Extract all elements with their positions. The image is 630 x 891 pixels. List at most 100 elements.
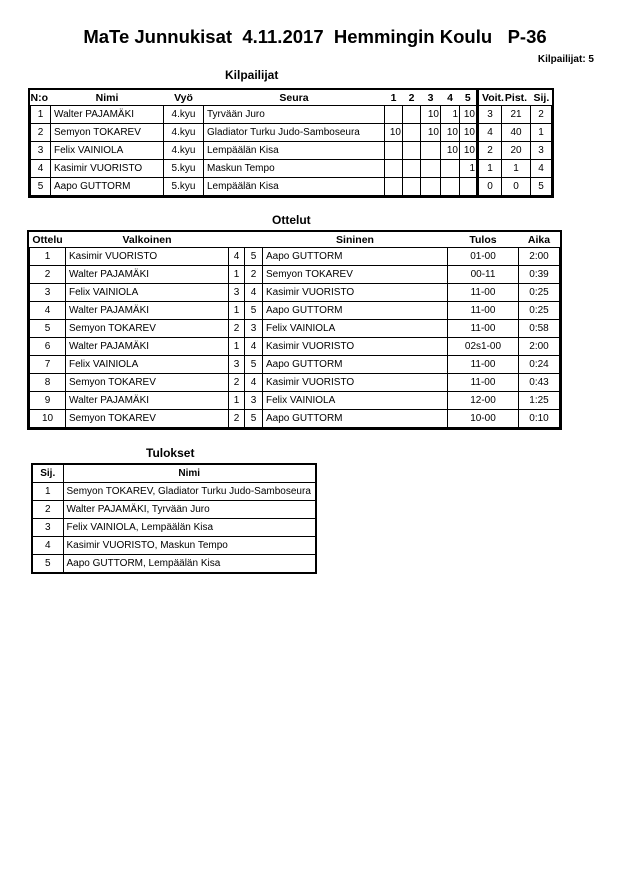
cell-blue: Felix VAINIOLA [262,391,448,410]
cell-s1 [384,177,403,196]
cell-s2 [402,159,421,178]
cell-no: 5 [29,319,66,338]
cell-blue: Kasimir VUORISTO [262,337,448,356]
cell-wn: 1 [228,265,245,284]
table-row: 8 Semyon TOKAREV 2 4 Kasimir VUORISTO 11-00 0:… [29,373,560,392]
cell-points: 40 [501,123,531,142]
cell-white: Walter PAJAMÄKI [65,391,229,410]
cell-time: 2:00 [518,247,560,266]
cell-bn: 4 [244,373,263,392]
cell-result: 11-00 [447,283,519,302]
cell-rank: 1 [31,482,64,501]
table-row: 9 Walter PAJAMÄKI 1 3 Felix VAINIOLA 12-00 1:2… [29,391,560,410]
table-row: 2 Walter PAJAMÄKI 1 2 Semyon TOKAREV 00-11 0:3… [29,265,560,284]
cell-wins: 1 [476,159,502,178]
cell-no: 1 [29,247,66,266]
cell-s4 [440,177,460,196]
table-row: 7 Felix VAINIOLA 3 5 Aapo GUTTORM 11-00 0:24 [29,355,560,374]
column-header: Valkoinen [122,233,172,246]
cell-result: 00-11 [447,265,519,284]
cell-time: 0:25 [518,301,560,320]
cell-s5 [459,177,478,196]
cell-club: Gladiator Turku Judo-Samboseura [203,123,385,142]
table-row: 4 Kasimir VUORISTO 5.kyu Maskun Tempo 1 1 1 4 [30,159,552,178]
cell-result: 11-00 [447,319,519,338]
cell-wins: 0 [476,177,502,196]
cell-rank: 2 [31,500,64,519]
cell-blue: Aapo GUTTORM [262,409,448,428]
column-header: Tulos [469,233,497,246]
cell-blue: Aapo GUTTORM [262,247,448,266]
column-header: 3 [427,91,434,104]
cell-blue: Semyon TOKAREV [262,265,448,284]
competitors-heading: Kilpailijat [225,68,279,82]
cell-bn: 4 [244,337,263,356]
cell-wn: 1 [228,301,245,320]
table-row: 2 Walter PAJAMÄKI, Tyrvään Juro [31,500,317,519]
cell-blue: Aapo GUTTORM [262,301,448,320]
cell-rank: 4 [530,159,552,178]
cell-time: 2:00 [518,337,560,356]
cell-club: Lempäälän Kisa [203,141,385,160]
cell-s5: 1 [459,159,478,178]
cell-wins: 3 [476,105,502,124]
cell-name: Aapo GUTTORM [50,177,164,196]
cell-rank: 5 [31,554,64,574]
cell-s1: 10 [384,123,403,142]
column-header: 4 [447,91,453,104]
cell-white: Kasimir VUORISTO [65,247,229,266]
cell-s1 [384,159,403,178]
cell-rank: 5 [530,177,552,196]
cell-bn: 5 [244,409,263,428]
column-header: N:o [30,91,49,104]
table-row: 4 Kasimir VUORISTO, Maskun Tempo [31,536,317,555]
cell-no: 1 [30,105,51,124]
column-header: Aika [527,233,551,246]
table-row: 3 Felix VAINIOLA 4.kyu Lempäälän Kisa 10 10 2 2… [30,141,552,160]
cell-time: 0:39 [518,265,560,284]
cell-white: Walter PAJAMÄKI [65,265,229,284]
column-header: Nimi [62,463,317,483]
cell-s3: 10 [420,105,441,124]
column-header: 1 [390,91,397,104]
results-heading: Tulokset [146,446,195,460]
competitors-table: N:o Nimi Vyö Seura 1 2 3 4 5 Voit. Pist. Sij. 1 Walt… [28,88,554,198]
column-header: Vyö [174,91,193,104]
cell-s3 [420,177,441,196]
cell-s5: 10 [459,123,478,142]
cell-points: 0 [501,177,531,196]
cell-result: 02s1-00 [447,337,519,356]
cell-wn: 1 [228,337,245,356]
cell-white: Walter PAJAMÄKI [65,301,229,320]
cell-belt: 4.kyu [163,141,204,160]
column-header: Seura [279,91,309,104]
cell-s3 [420,141,441,160]
table-row: 3 Felix VAINIOLA, Lempäälän Kisa [31,518,317,537]
cell-bn: 3 [244,391,263,410]
cell-result: 10-00 [447,409,519,428]
matches-heading: Ottelut [272,213,311,227]
cell-name: Felix VAINIOLA, Lempäälän Kisa [62,518,317,537]
cell-s2 [402,123,421,142]
cell-blue: Kasimir VUORISTO [262,283,448,302]
cell-no: 2 [30,123,51,142]
results-table: Sij. Nimi 1 Semyon TOKAREV, Gladiator Turk… [31,463,317,574]
cell-wn: 2 [228,373,245,392]
column-header: Ottelu [32,233,63,246]
cell-time: 1:25 [518,391,560,410]
cell-club: Lempäälän Kisa [203,177,385,196]
cell-wn: 3 [228,355,245,374]
cell-result: 11-00 [447,301,519,320]
cell-blue: Felix VAINIOLA [262,319,448,338]
cell-bn: 2 [244,265,263,284]
table-row: 6 Walter PAJAMÄKI 1 4 Kasimir VUORISTO 02s1-0… [29,337,560,356]
cell-name: Kasimir VUORISTO [50,159,164,178]
cell-wn: 4 [228,247,245,266]
cell-wn: 2 [228,409,245,428]
cell-time: 0:24 [518,355,560,374]
cell-points: 20 [501,141,531,160]
column-header: Pist. [504,91,528,104]
column-header: Voit. [476,90,504,106]
cell-s4 [440,159,460,178]
cell-bn: 5 [244,301,263,320]
